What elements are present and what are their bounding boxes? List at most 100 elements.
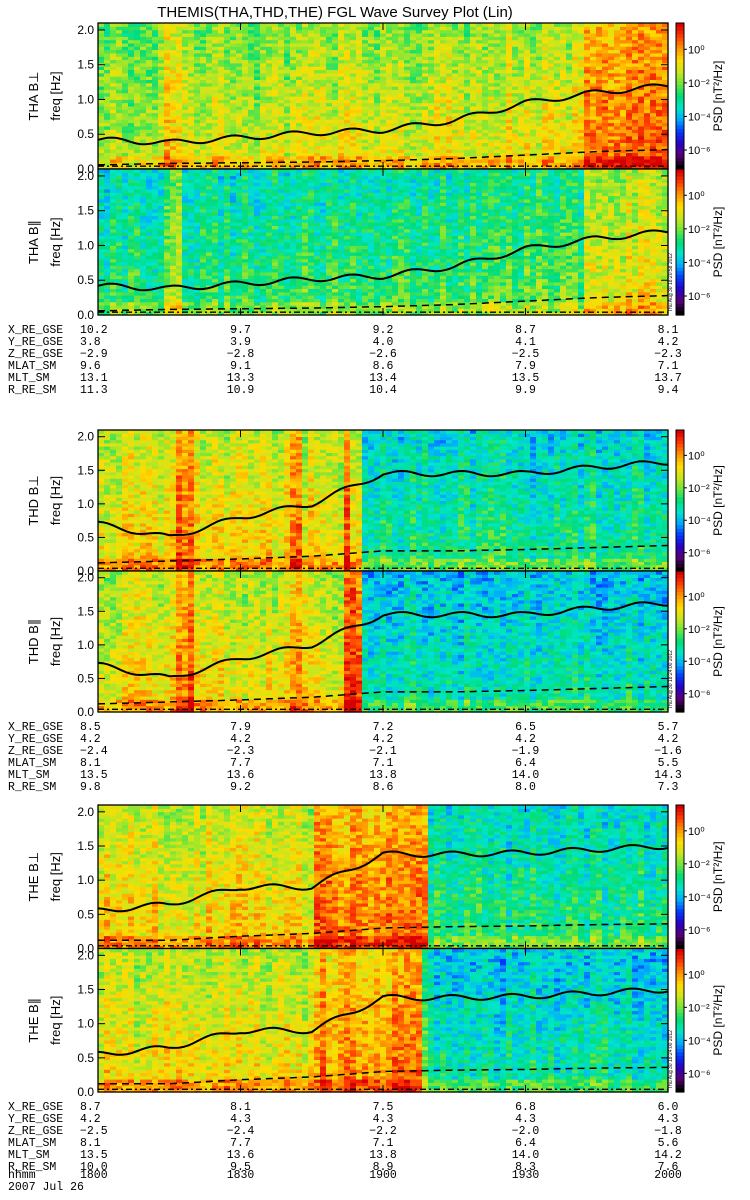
ephemeris-value: 9.8 [80, 781, 101, 794]
freq-tick-label: 1.5 [77, 58, 94, 72]
freq-tick-label: 2.0 [77, 571, 94, 585]
colorbar-tick-label: 10⁻⁴ [688, 1035, 711, 1047]
colorbar-tick-label: 10⁻⁴ [688, 892, 711, 904]
freq-tick-label: 0.5 [77, 273, 94, 287]
colorbar-tick-label: 10⁻⁶ [688, 1068, 711, 1080]
freq-axis-label: freq [Hz] [48, 71, 63, 120]
plot-timestamp: Thu Aug 30 18:20:58 2012 [668, 253, 674, 312]
freq-tick-label: 0.5 [77, 530, 94, 544]
ephemeris-value: 7.3 [658, 781, 679, 794]
panel-ylabel: THD B∥ freq [Hz] [26, 617, 63, 666]
ephemeris-label: R_RE_SM [8, 781, 56, 794]
freq-tick-label: 1.5 [77, 839, 94, 853]
freq-tick-label: 0.0 [77, 1085, 94, 1099]
ephemeris-label: R_RE_SM [8, 384, 56, 397]
freq-axis-label: freq [Hz] [48, 476, 63, 525]
freq-tick-label: 0.5 [77, 1051, 94, 1065]
colorbar-tick-label: 10⁻⁴ [688, 111, 711, 123]
freq-tick-label: 1.0 [77, 238, 94, 252]
ephemeris-value: 10.9 [227, 384, 255, 397]
colorbar-tick-label: 10⁰ [688, 190, 705, 202]
the-panel-par: 0.0 0.5 1.0 1.5 2.0 THE B∥ freq [Hz] 10⁰ 10⁻² 10⁻… [26, 948, 725, 1099]
colorbar-tick-label: 10⁰ [688, 44, 705, 56]
the-ephemeris: X_RE_GSE 8.7 8.1 7.5 6.8 6.0Y_RE_GSE 4.2 4.3 4.3… [8, 1101, 682, 1174]
date-label: 2007 Jul 26 [8, 1181, 84, 1194]
colorbar-tick-label: 10⁻⁶ [688, 925, 711, 937]
freq-tick-label: 1.5 [77, 463, 94, 477]
panel-ylabel: THD B⊥ freq [Hz] [26, 475, 63, 525]
ephemeris-value: 9.9 [515, 384, 536, 397]
probe-component-label: THA B⊥ [26, 72, 41, 121]
ephemeris-value: 8.6 [373, 781, 394, 794]
colorbar-tick-label: 10⁻² [688, 859, 710, 871]
panel-ylabel: THE B∥ freq [Hz] [26, 996, 63, 1045]
tha-ephemeris: X_RE_GSE 10.2 9.7 9.2 8.7 8.1Y_RE_GSE 3.8 3.9 4.… [8, 324, 682, 397]
probe-component-label: THE B∥ [26, 998, 41, 1043]
freq-tick-label: 0.0 [77, 705, 94, 719]
freq-tick-label: 1.5 [77, 204, 94, 218]
freq-tick-label: 2.0 [77, 23, 94, 37]
freq-tick-label: 2.0 [77, 948, 94, 962]
freq-tick-label: 1.0 [77, 1017, 94, 1031]
freq-tick-label: 0.0 [77, 308, 94, 322]
freq-tick-label: 1.5 [77, 983, 94, 997]
freq-axis-label: freq [Hz] [48, 617, 63, 666]
ephemeris-value: 10.4 [369, 384, 397, 397]
freq-tick-label: 1.0 [77, 92, 94, 106]
freq-tick-label: 0.5 [77, 127, 94, 141]
time-tick-label: 2000 [654, 1169, 682, 1182]
freq-tick-label: 1.0 [77, 497, 94, 511]
freq-axis-label: freq [Hz] [48, 217, 63, 266]
plot-timestamp: Thu Aug 30 18:24:00 2012 [668, 650, 674, 709]
colorbar-tick-label: 10⁰ [688, 826, 705, 838]
freq-axis-label: freq [Hz] [48, 852, 63, 901]
plot-timestamp: Thu Aug 30 18:24:00 2012 [668, 1030, 674, 1089]
panel-ylabel: THA B∥ freq [Hz] [26, 217, 63, 266]
freq-tick-label: 1.5 [77, 604, 94, 618]
freq-tick-label: 0.5 [77, 671, 94, 685]
time-tick-label: 1930 [512, 1169, 540, 1182]
colorbar-tick-label: 10⁰ [688, 591, 705, 603]
freq-tick-label: 2.0 [77, 805, 94, 819]
freq-axis-label: freq [Hz] [48, 996, 63, 1045]
probe-component-label: THE B⊥ [26, 852, 41, 902]
panel-ylabel: THE B⊥ freq [Hz] [26, 852, 63, 902]
colorbar-tick-label: 10⁻⁴ [688, 515, 711, 527]
colorbar-tick-label: 10⁻⁶ [688, 689, 711, 701]
colorbar-tick-label: 10⁻² [688, 483, 710, 495]
ephemeris-value: 11.3 [80, 384, 108, 397]
probe-component-label: THD B⊥ [26, 475, 41, 525]
ephemeris-value: 8.0 [515, 781, 536, 794]
colorbar-label: PSD [nT²/Hz] [711, 465, 725, 536]
colorbar-tick-label: 10⁻² [688, 224, 710, 236]
time-tick-label: 1900 [369, 1169, 397, 1182]
colorbar-label: PSD [nT²/Hz] [711, 207, 725, 278]
colorbar-tick-label: 10⁰ [688, 969, 705, 981]
colorbar-label: PSD [nT²/Hz] [711, 985, 725, 1056]
ephemeris-value: 9.4 [658, 384, 679, 397]
colorbar-tick-label: 10⁻² [688, 624, 710, 636]
colorbar-tick-label: 10⁻⁶ [688, 145, 711, 157]
colorbar-tick-label: 10⁻⁴ [688, 656, 711, 668]
freq-tick-label: 2.0 [77, 169, 94, 183]
probe-component-label: THD B∥ [26, 619, 41, 665]
colorbar-tick-label: 10⁻⁴ [688, 257, 711, 269]
ephemeris-value: 9.2 [230, 781, 251, 794]
figure-title: THEMIS(THA,THD,THE) FGL Wave Survey Plot… [157, 4, 513, 21]
colorbar: 10⁰ 10⁻² 10⁻⁴ 10⁻⁶ PSD [nT²/Hz] [676, 169, 725, 316]
colorbar-tick-label: 10⁻⁶ [688, 291, 711, 303]
time-tick-label: 1830 [227, 1169, 255, 1182]
colorbar-tick-label: 10⁻² [688, 1002, 710, 1014]
thd-ephemeris: X_RE_GSE 8.5 7.9 7.2 6.5 5.7Y_RE_GSE 4.2 4.2 4.2… [8, 721, 682, 794]
freq-tick-label: 0.5 [77, 907, 94, 921]
time-tick-label: 1800 [80, 1169, 108, 1182]
panel-ylabel: THA B⊥ freq [Hz] [26, 71, 63, 120]
